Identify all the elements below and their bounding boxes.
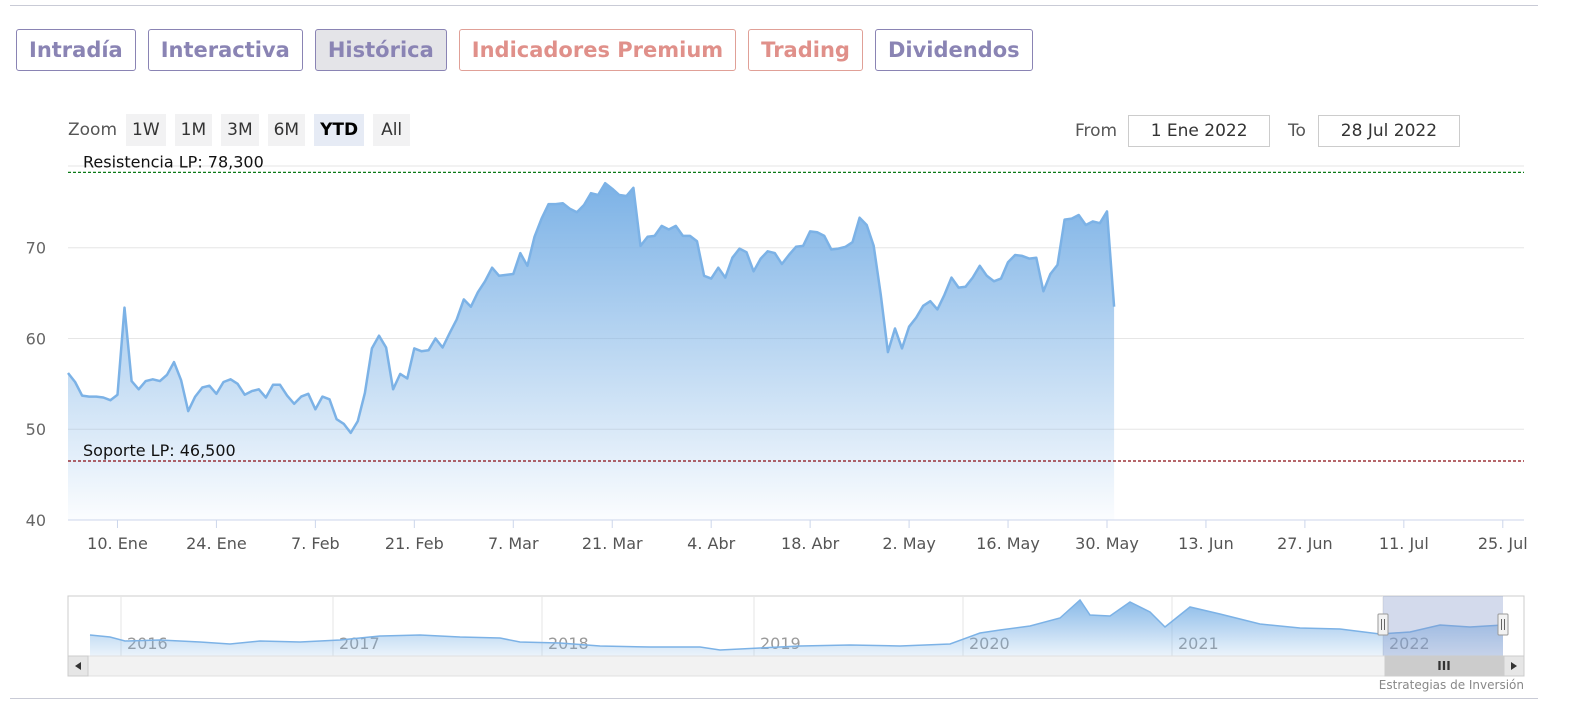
x-tick-label: 21. Mar <box>582 534 643 553</box>
scroll-left-button[interactable] <box>67 655 89 677</box>
tab-dividendos[interactable]: Dividendos <box>874 29 1033 71</box>
x-tick-label: 7. Feb <box>291 534 340 553</box>
x-tick-label: 24. Ene <box>186 534 247 553</box>
scrollbar-grip: III <box>1437 659 1450 673</box>
x-tick-label: 27. Jun <box>1277 534 1333 553</box>
price-area-fill <box>68 183 1115 520</box>
y-tick-label: 40 <box>26 511 46 530</box>
y-tick-label: 60 <box>26 329 46 348</box>
support-label: Soporte LP: 46,500 <box>83 441 236 460</box>
from-date-input[interactable]: 1 Ene 2022 <box>1128 115 1271 147</box>
credit-text: Estrategias de Inversión <box>1378 678 1524 692</box>
x-tick-label: 11. Jul <box>1379 534 1429 553</box>
scrollbar-thumb[interactable] <box>1384 655 1504 677</box>
price-line <box>67 181 1116 435</box>
tab-interactiva[interactable]: Interactiva <box>147 29 303 71</box>
bottom-divider <box>10 698 1538 699</box>
scroll-right-icon <box>1511 662 1517 670</box>
x-tick-label: 18. Abr <box>781 534 840 553</box>
scroll-left-icon <box>75 662 81 670</box>
tab-historica[interactable]: Histórica <box>314 29 447 71</box>
x-tick-label: 7. Mar <box>488 534 539 553</box>
navigator-area <box>90 600 1503 656</box>
from-label: From <box>1075 121 1118 141</box>
y-tick-label: 50 <box>26 420 46 439</box>
x-tick-label: 13. Jun <box>1178 534 1234 553</box>
x-tick-label: 4. Abr <box>687 534 735 553</box>
navigator-frame <box>67 595 1525 657</box>
resistance-label: Resistencia LP: 78,300 <box>83 152 264 171</box>
zoom-3m-button[interactable]: 3M <box>221 114 259 146</box>
x-tick-label: 25. Jul <box>1478 534 1528 553</box>
navigator-year-label: 2018 <box>548 634 589 653</box>
navigator-year-label: 2016 <box>127 634 168 653</box>
y-tick-label: 70 <box>26 239 46 258</box>
zoom-buttons: 1W 1M 3M 6M YTD All <box>126 114 411 146</box>
navigator-left-handle[interactable] <box>1377 613 1389 636</box>
tab-intradia[interactable]: Intradía <box>16 29 136 71</box>
to-label: To <box>1288 121 1306 141</box>
navigator-year-label: 2019 <box>760 634 801 653</box>
x-tick-label: 30. May <box>1075 534 1139 553</box>
zoom-label: Zoom <box>68 120 118 140</box>
zoom-1m-button[interactable]: 1M <box>174 114 213 146</box>
navigator-year-label: 2020 <box>969 634 1010 653</box>
zoom-ytd-button[interactable]: YTD <box>314 114 365 146</box>
tab-indicadores-premium[interactable]: Indicadores Premium <box>458 29 737 71</box>
navigator-line <box>89 598 1504 651</box>
navigator-selection <box>1383 596 1503 656</box>
navigator-right-handle[interactable] <box>1497 613 1509 636</box>
tab-trading[interactable]: Trading <box>748 29 863 71</box>
x-tick-label: 16. May <box>976 534 1040 553</box>
date-range-from: From 1 Ene 2022 <box>1075 115 1271 147</box>
to-date-input[interactable]: 28 Jul 2022 <box>1317 115 1460 147</box>
top-divider <box>10 5 1538 6</box>
date-range-to: To 28 Jul 2022 <box>1288 115 1460 147</box>
navigator-year-label: 2021 <box>1178 634 1219 653</box>
x-tick-label: 2. May <box>882 534 935 553</box>
zoom-6m-button[interactable]: 6M <box>267 114 306 146</box>
zoom-all-button[interactable]: All <box>373 114 411 146</box>
scrollbar-track[interactable] <box>67 655 1525 677</box>
navigator-year-label: 2022 <box>1389 634 1430 653</box>
x-tick-label: 10. Ene <box>87 534 148 553</box>
scroll-right-button[interactable] <box>1503 655 1525 677</box>
navigator-year-label: 2017 <box>339 634 380 653</box>
zoom-controls: Zoom 1W 1M 3M 6M YTD All <box>68 114 411 146</box>
zoom-1w-button[interactable]: 1W <box>126 114 166 146</box>
x-tick-label: 21. Feb <box>385 534 444 553</box>
chart-tabs: Intradía Interactiva Histórica Indicadores … <box>16 29 1033 71</box>
